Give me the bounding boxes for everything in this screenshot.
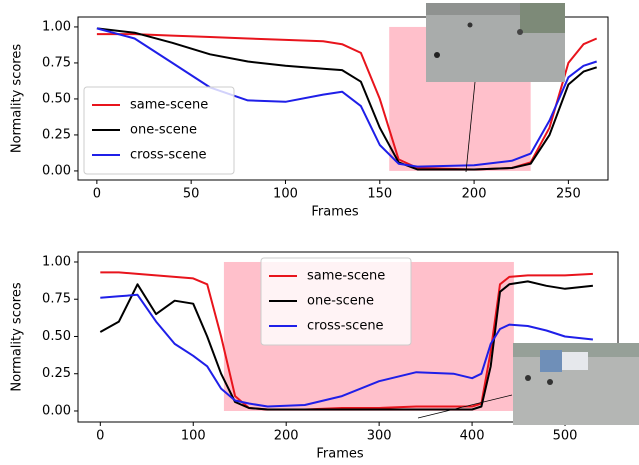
x-tick-label: 250 xyxy=(556,187,581,202)
x-tick-label: 400 xyxy=(460,429,485,444)
x-tick-label: 300 xyxy=(367,429,392,444)
y-tick-label: 0.75 xyxy=(42,55,71,70)
y-axis-label: Normality scores xyxy=(10,44,25,154)
x-tick-label: 0 xyxy=(93,187,101,202)
legend-label: one-scene xyxy=(307,294,374,309)
legend: same-scene one-scene cross-scene xyxy=(84,87,234,174)
x-tick-label: 200 xyxy=(462,187,487,202)
legend: same-scene one-scene cross-scene xyxy=(261,258,411,345)
y-tick-label: 0.50 xyxy=(42,91,71,106)
x-axis-label: Frames xyxy=(316,447,364,462)
y-axis-label: Normality scores xyxy=(10,282,25,392)
legend-label: same-scene xyxy=(130,98,208,113)
y-tick-label: 1.00 xyxy=(42,254,71,269)
x-tick-label: 150 xyxy=(367,187,392,202)
y-tick-label: 0.00 xyxy=(42,403,71,418)
y-tick-label: 0.25 xyxy=(42,366,71,381)
legend-label: same-scene xyxy=(307,269,385,284)
video-frame-thumbnail xyxy=(426,3,565,82)
x-tick-label: 50 xyxy=(183,187,200,202)
y-tick-label: 1.00 xyxy=(42,19,71,34)
x-axis-label: Frames xyxy=(311,205,359,220)
x-tick-label: 100 xyxy=(273,187,298,202)
y-tick-label: 0.50 xyxy=(42,329,71,344)
legend-label: cross-scene xyxy=(307,319,384,334)
video-frame-thumbnail xyxy=(513,343,639,425)
y-tick-label: 0.00 xyxy=(42,163,71,178)
x-tick-label: 500 xyxy=(553,429,578,444)
x-tick-label: 100 xyxy=(181,429,206,444)
legend-label: one-scene xyxy=(130,123,197,138)
x-tick-label: 0 xyxy=(96,429,104,444)
y-tick-label: 0.75 xyxy=(42,292,71,307)
figure: 0 50 100 150 200 250 0.00 0.25 0.50 0.75 1.00 Frame… xyxy=(0,0,639,465)
y-tick-label: 0.25 xyxy=(42,127,71,142)
legend-label: cross-scene xyxy=(130,148,207,163)
x-tick-label: 200 xyxy=(274,429,299,444)
